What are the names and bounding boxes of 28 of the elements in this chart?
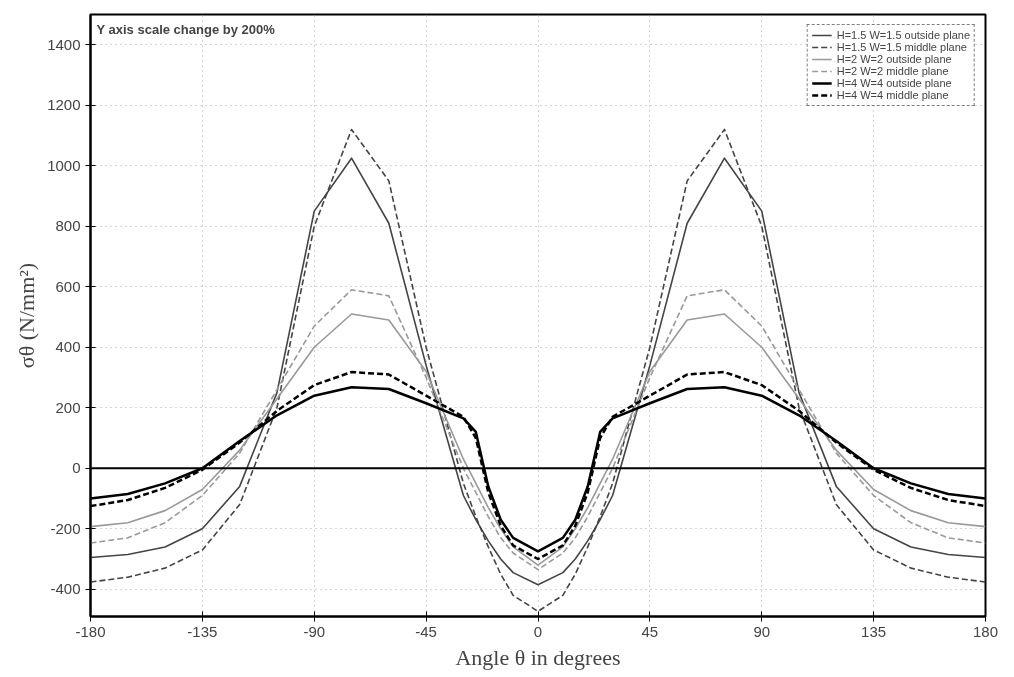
y-tick-label: -400 [50, 580, 81, 598]
x-tick-label: 135 [861, 622, 887, 640]
x-tick-label: 45 [641, 622, 659, 640]
x-tick-label: -45 [415, 622, 437, 640]
y-tick-label: 800 [55, 217, 81, 235]
legend-label: H=2 W=2 middle plane [836, 65, 949, 77]
y-tick-label: 600 [55, 277, 81, 295]
legend-label: H=4 W=4 outside plane [836, 77, 952, 89]
y-tick-label: -200 [50, 519, 81, 537]
legend-label: H=2 W=2 outside plane [836, 53, 952, 65]
x-tick-label: 0 [533, 622, 543, 640]
legend-label: H=4 W=4 middle plane [836, 89, 949, 101]
x-tick-label: 90 [753, 622, 771, 640]
x-tick-label: -135 [187, 622, 218, 640]
y-tick-label: 200 [55, 398, 81, 416]
y-axis-title: σθ (N/mm²) [14, 262, 40, 369]
x-tick-label: -180 [75, 622, 106, 640]
y-tick-label: 400 [55, 338, 81, 356]
x-axis-title: Angle θ in degrees [455, 644, 621, 670]
y-tick-label: 1400 [47, 35, 81, 53]
y-tick-label: 1200 [47, 96, 81, 114]
annotation: Y axis scale change by 200% [96, 21, 276, 37]
legend-label: H=1.5 W=1.5 middle plane [836, 41, 967, 53]
x-tick-label: -90 [303, 622, 326, 640]
y-tick-label: 1000 [47, 156, 81, 174]
legend-label: H=1.5 W=1.5 outside plane [836, 29, 970, 41]
x-tick-label: 180 [972, 622, 999, 640]
y-tick-label: 0 [72, 459, 81, 477]
